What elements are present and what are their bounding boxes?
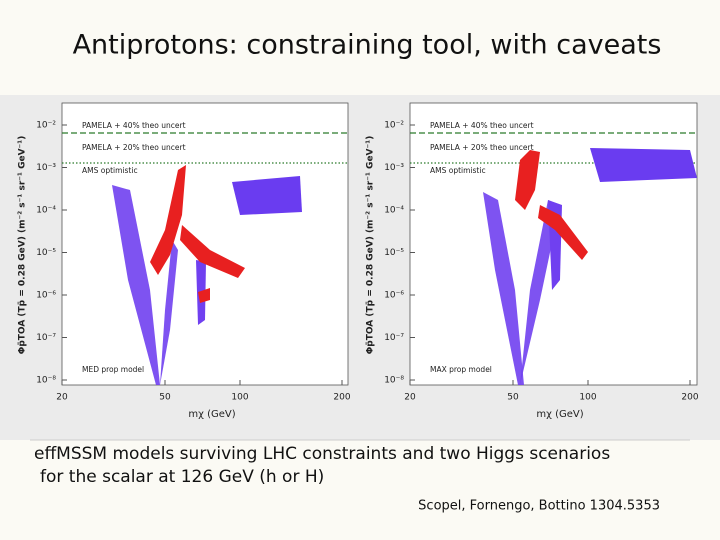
y-tick-label: 10⁻⁵ <box>384 248 404 258</box>
x-tick-label: 20 <box>56 393 68 403</box>
model-label: MED prop model <box>82 365 144 374</box>
legend-text: AMS optimistic <box>82 166 138 175</box>
y-tick-label: 10⁻⁴ <box>36 206 56 216</box>
citation: Scopel, Fornengo, Bottino 1304.5353 <box>418 499 660 514</box>
y-tick-label: 10⁻⁸ <box>36 376 56 386</box>
legend-text: PAMELA + 20% theo uncert <box>430 143 534 152</box>
y-tick-label: 10⁻⁶ <box>384 291 404 301</box>
x-tick-label: 200 <box>333 393 350 403</box>
x-axis-label: mχ (GeV) <box>188 409 235 420</box>
model-label: MAX prop model <box>430 365 492 374</box>
y-tick-label: 10⁻⁶ <box>36 291 56 301</box>
y-tick-label: 10⁻³ <box>36 163 56 173</box>
x-tick-label: 100 <box>231 393 248 403</box>
x-tick-label: 50 <box>159 393 171 403</box>
y-tick-label: 10⁻⁴ <box>384 206 404 216</box>
y-tick-label: 10⁻⁵ <box>36 248 56 258</box>
y-axis-label: Φp̄TOA (Tp̄ = 0.28 GeV) (m⁻² s⁻¹ sr⁻¹ Ge… <box>18 136 28 355</box>
legend-text: PAMELA + 20% theo uncert <box>82 143 186 152</box>
y-tick-label: 10⁻² <box>36 121 56 131</box>
legend-text: PAMELA + 40% theo uncert <box>430 121 534 130</box>
y-tick-label: 10⁻³ <box>384 163 404 173</box>
caption-line: for the scalar at 126 GeV (h or H) <box>40 467 324 487</box>
x-tick-label: 100 <box>579 393 596 403</box>
y-tick-label: 10⁻² <box>384 121 404 131</box>
caption-line: effMSSM models surviving LHC constraints… <box>34 444 610 464</box>
y-axis-label: Φp̄TOA (Tp̄ = 0.28 GeV) (m⁻² s⁻¹ sr⁻¹ Ge… <box>366 136 376 355</box>
y-tick-label: 10⁻⁷ <box>36 333 56 343</box>
y-tick-label: 10⁻⁷ <box>384 333 404 343</box>
x-axis-label: mχ (GeV) <box>536 409 583 420</box>
legend-text: AMS optimistic <box>430 166 486 175</box>
x-tick-label: 20 <box>404 393 416 403</box>
y-tick-label: 10⁻⁸ <box>384 376 404 386</box>
x-tick-label: 50 <box>507 393 519 403</box>
plot-art-left <box>61 102 349 386</box>
x-tick-label: 200 <box>681 393 698 403</box>
slide-title: Antiprotons: constraining tool, with cav… <box>73 30 662 61</box>
legend-text: PAMELA + 40% theo uncert <box>82 121 186 130</box>
plot-art-right <box>409 102 698 386</box>
